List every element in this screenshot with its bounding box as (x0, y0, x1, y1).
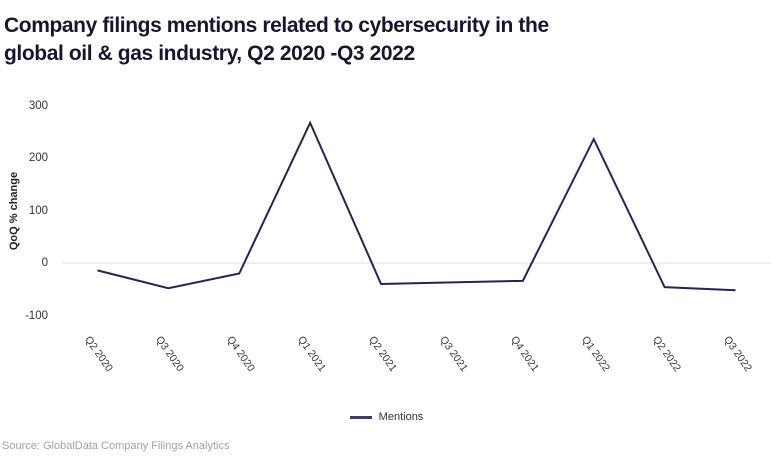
chart-title-line2: global oil & gas industry, Q2 2020 -Q3 2… (4, 42, 415, 65)
chart-title-line1: Company filings mentions related to cybe… (4, 14, 549, 37)
y-tick-label: -100 (24, 309, 48, 322)
legend: Mentions (0, 411, 773, 423)
legend-series-label: Mentions (378, 411, 424, 423)
y-tick-label: 200 (28, 152, 48, 164)
source-text: Source: GlobalData Company Filings Analy… (2, 440, 230, 452)
chart-title: Company filings mentions related to cybe… (4, 12, 549, 68)
mentions-line-series (97, 120, 736, 292)
y-tick-label: 100 (28, 204, 48, 217)
y-tick-label: 0 (41, 257, 48, 269)
legend-line-swatch (349, 415, 372, 419)
y-tick-label: 300 (28, 99, 48, 112)
